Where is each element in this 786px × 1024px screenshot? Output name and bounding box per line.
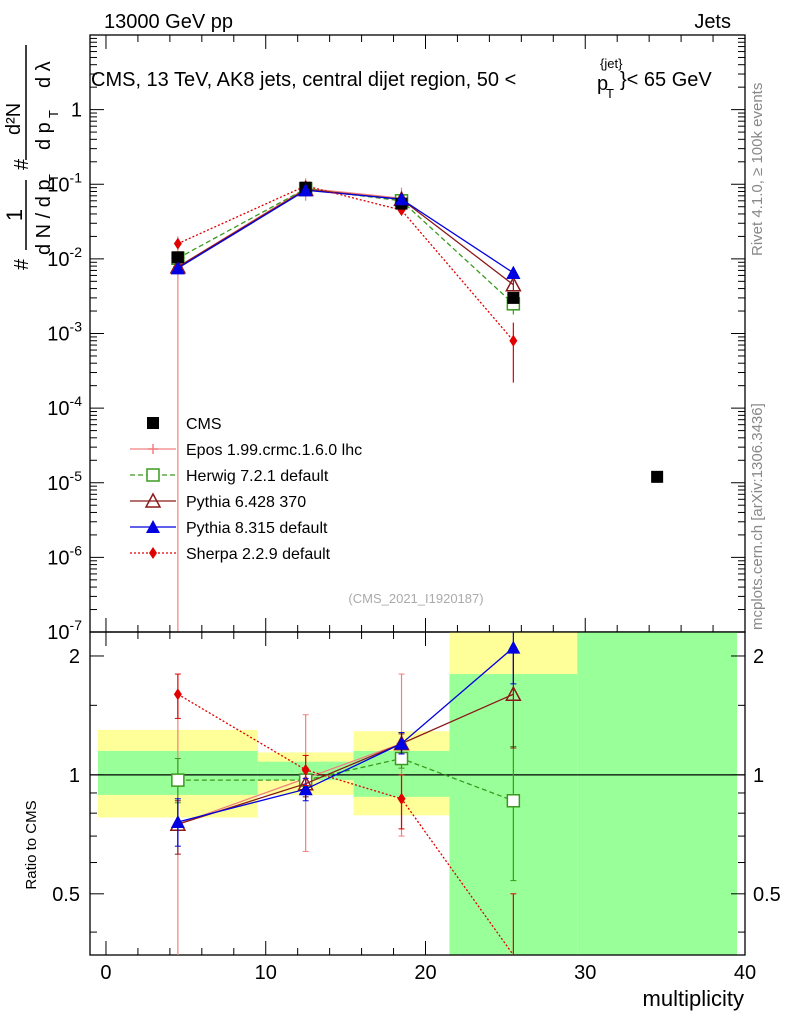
ratio-tick-label-left-2: 2 (69, 646, 80, 668)
series-3-ratio-point-2 (394, 736, 409, 750)
svg-text:1: 1 (2, 209, 27, 221)
legend: CMS Epos 1.99.crmc.1.6.0 lhc Herwig 7.2.1 … (130, 416, 362, 563)
y-tick-label-7: 1 (71, 100, 82, 122)
rivet-credit: Rivet 4.1.0, ≥ 100k events (749, 83, 766, 256)
legend-marker-1 (146, 468, 160, 482)
series-3-main-line (177, 189, 514, 274)
svg-text:d²N: d²N (3, 103, 25, 135)
series-3-ratio-point-3 (506, 640, 521, 654)
y-tick-label-1: 10-6 (47, 542, 82, 569)
series-3-main-point-top-0 (170, 261, 185, 275)
ratio-tick-label-left-0: 0.5 (52, 884, 80, 906)
legend-entry-2: Pythia 6.428 370 (130, 492, 306, 511)
svg-text:d p: d p (33, 122, 55, 150)
ratio-tick-label-right-2: 2 (753, 646, 764, 668)
svg-text:T: T (46, 110, 61, 118)
series-1-ratio-point-0 (171, 773, 185, 787)
series-2-ratio-line (177, 693, 514, 825)
series-4-ratio-line (177, 693, 514, 955)
legend-entry-3: Pythia 8.315 default (130, 520, 328, 537)
plot-title-sub: T (606, 86, 614, 101)
legend-label-4: Sherpa 2.2.9 default (186, 546, 331, 563)
series-1-ratio-point-3 (506, 794, 521, 808)
analysis-watermark: (CMS_2021_I1920187) (348, 591, 483, 606)
svg-text:#: # (11, 258, 33, 270)
y-tick-label-0: 10-7 (47, 617, 82, 644)
y-axis-label-main: # 1 d N / d p T # d²N d p T d λ (2, 45, 61, 270)
legend-label-1: Herwig 7.2.1 default (186, 468, 329, 485)
y-tick-label-5: 10-2 (47, 244, 82, 271)
legend-label-data: CMS (186, 416, 222, 433)
legend-label-3: Pythia 8.315 default (186, 520, 328, 537)
ratio-frame (89, 631, 746, 956)
legend-label-2: Pythia 6.428 370 (186, 494, 306, 511)
legend-entry-0: Epos 1.99.crmc.1.6.0 lhc (130, 442, 362, 459)
series-4-ratio-point-2 (397, 792, 406, 805)
ratio-series-layer (169, 632, 522, 955)
ratio-tick-label-left-1: 1 (69, 765, 80, 787)
series-2-ratio-point-3 (505, 685, 522, 702)
ratio-panel: 0 10 20 30 40 0.5 0.5 1 1 2 2 (52, 631, 781, 984)
x-axis-label: multiplicity (643, 986, 744, 1011)
data-point-0 (171, 251, 184, 264)
legend-entry-1: Herwig 7.2.1 default (130, 468, 329, 485)
plot-title: CMS, 13 TeV, AK8 jets, central dijet reg… (91, 69, 516, 91)
legend-entry-data: CMS (147, 416, 222, 433)
series-1-ratio-line (177, 757, 514, 802)
series-4-main-point-0 (173, 237, 182, 250)
ratio-tick-label-right-0: 0.5 (753, 884, 781, 906)
series-4-ratio-point-0 (173, 688, 182, 701)
legend-label-0: Epos 1.99.crmc.1.6.0 lhc (186, 442, 362, 459)
series-3-main-point-top-3 (506, 265, 521, 279)
main-frame (89, 34, 746, 633)
x-tick-label-4: 40 (734, 962, 756, 984)
mcplots-credit: mcplots.cern.ch [arXiv:1306.3436] (749, 403, 766, 630)
svg-text:#: # (11, 158, 33, 170)
series-3-ratio-point-0 (170, 814, 185, 828)
legend-marker-4 (149, 547, 157, 559)
plot-title-p: p (597, 73, 608, 95)
svg-text:d N / d p: d N / d p (33, 179, 55, 255)
legend-entry-4: Sherpa 2.2.9 default (130, 546, 331, 563)
legend-marker-0 (148, 444, 158, 454)
x-tick-label-3: 30 (574, 962, 596, 984)
data-point-3 (507, 291, 520, 304)
x-tick-label-0: 0 (100, 962, 111, 984)
uncertainty-band-inner-4 (577, 632, 738, 955)
x-tick-label-2: 20 (414, 962, 436, 984)
plot-title-end: }< 65 GeV (620, 69, 712, 91)
svg-text:T: T (46, 174, 61, 182)
header-left: 13000 GeV pp (104, 11, 233, 33)
legend-marker-data (147, 417, 159, 429)
main-series-layer (169, 178, 664, 632)
plot-title-sup: {jet} (600, 56, 623, 71)
x-tick-label-1: 10 (255, 962, 277, 984)
y-axis-label-ratio: Ratio to CMS (23, 800, 40, 889)
plot-title-main: CMS, 13 TeV, AK8 jets, central dijet reg… (91, 69, 516, 91)
series-3-ratio-line (177, 647, 514, 823)
svg-text:d λ: d λ (33, 61, 55, 88)
ratio-tick-label-right-1: 1 (753, 765, 764, 787)
series-2-main-point-3 (505, 276, 522, 292)
series-3-main-point-top-1 (298, 183, 313, 197)
series-4-main-line (177, 185, 514, 342)
header-right: Jets (694, 11, 731, 33)
legend-marker-3 (146, 520, 160, 533)
series-3-main-point-top-2 (394, 192, 409, 206)
series-4-main-point-3 (509, 334, 518, 347)
y-tick-label-6: 10-1 (47, 169, 82, 196)
y-tick-label-2: 10-5 (47, 468, 82, 495)
data-point-4 (651, 470, 664, 483)
y-tick-label-3: 10-4 (47, 393, 82, 420)
main-panel: 10-7 10-6 10-5 10-4 10-3 10-2 10-1 1 (47, 34, 746, 955)
series-4-ratio-point-1 (301, 763, 310, 776)
series-3-ratio-point-1 (298, 782, 313, 796)
y-tick-label-4: 10-3 (47, 319, 82, 346)
legend-marker-2 (144, 492, 162, 508)
